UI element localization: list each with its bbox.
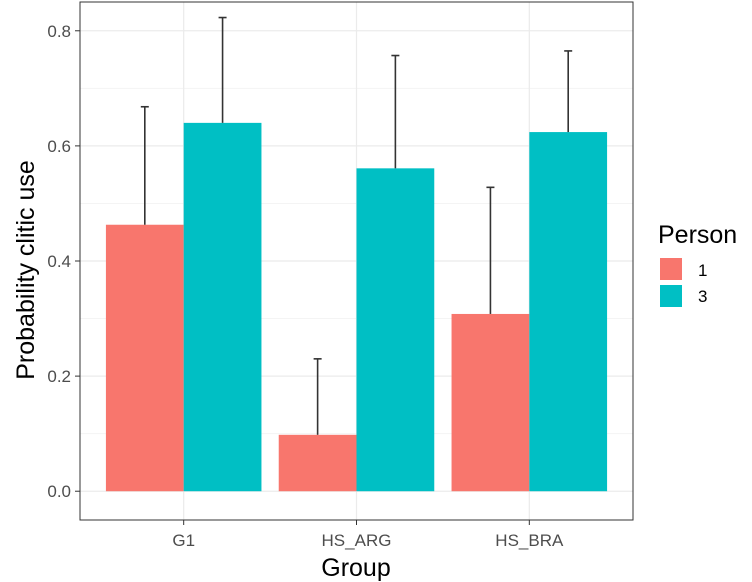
- legend-swatch-person-3: [660, 285, 682, 307]
- y-axis-ticks: 0.0 0.2 0.4 0.6 0.8: [47, 22, 80, 501]
- y-axis-title: Probability clitic use: [12, 160, 40, 380]
- legend-title: Person: [658, 221, 737, 249]
- bar-person-1-g1: [105, 224, 184, 492]
- bar-person-1-hs-arg: [278, 434, 357, 492]
- x-axis-ticks: G1 HS_ARG HS_BRA: [172, 520, 564, 550]
- bar-person-1-hs-bra: [451, 313, 530, 492]
- bar-person-3-hs-bra: [529, 132, 608, 492]
- error-bars: [140, 16, 573, 435]
- bars: [105, 122, 608, 492]
- x-axis-title: Group: [321, 554, 390, 582]
- y-tick-label: 0.0: [47, 482, 71, 501]
- x-tick-label: HS_BRA: [495, 531, 564, 550]
- x-tick-label: G1: [172, 531, 195, 550]
- legend-label-person-1: 1: [698, 261, 707, 280]
- legend: Person 1 3: [658, 221, 737, 307]
- legend-label-person-3: 3: [698, 287, 707, 306]
- y-tick-label: 0.6: [47, 137, 71, 156]
- bar-person-3-hs-arg: [356, 168, 435, 492]
- bar-person-3-g1: [183, 122, 262, 492]
- legend-swatch-person-1: [660, 258, 682, 280]
- y-tick-label: 0.4: [47, 252, 71, 271]
- x-tick-label: HS_ARG: [322, 531, 392, 550]
- y-tick-label: 0.8: [47, 22, 71, 41]
- y-tick-label: 0.2: [47, 367, 71, 386]
